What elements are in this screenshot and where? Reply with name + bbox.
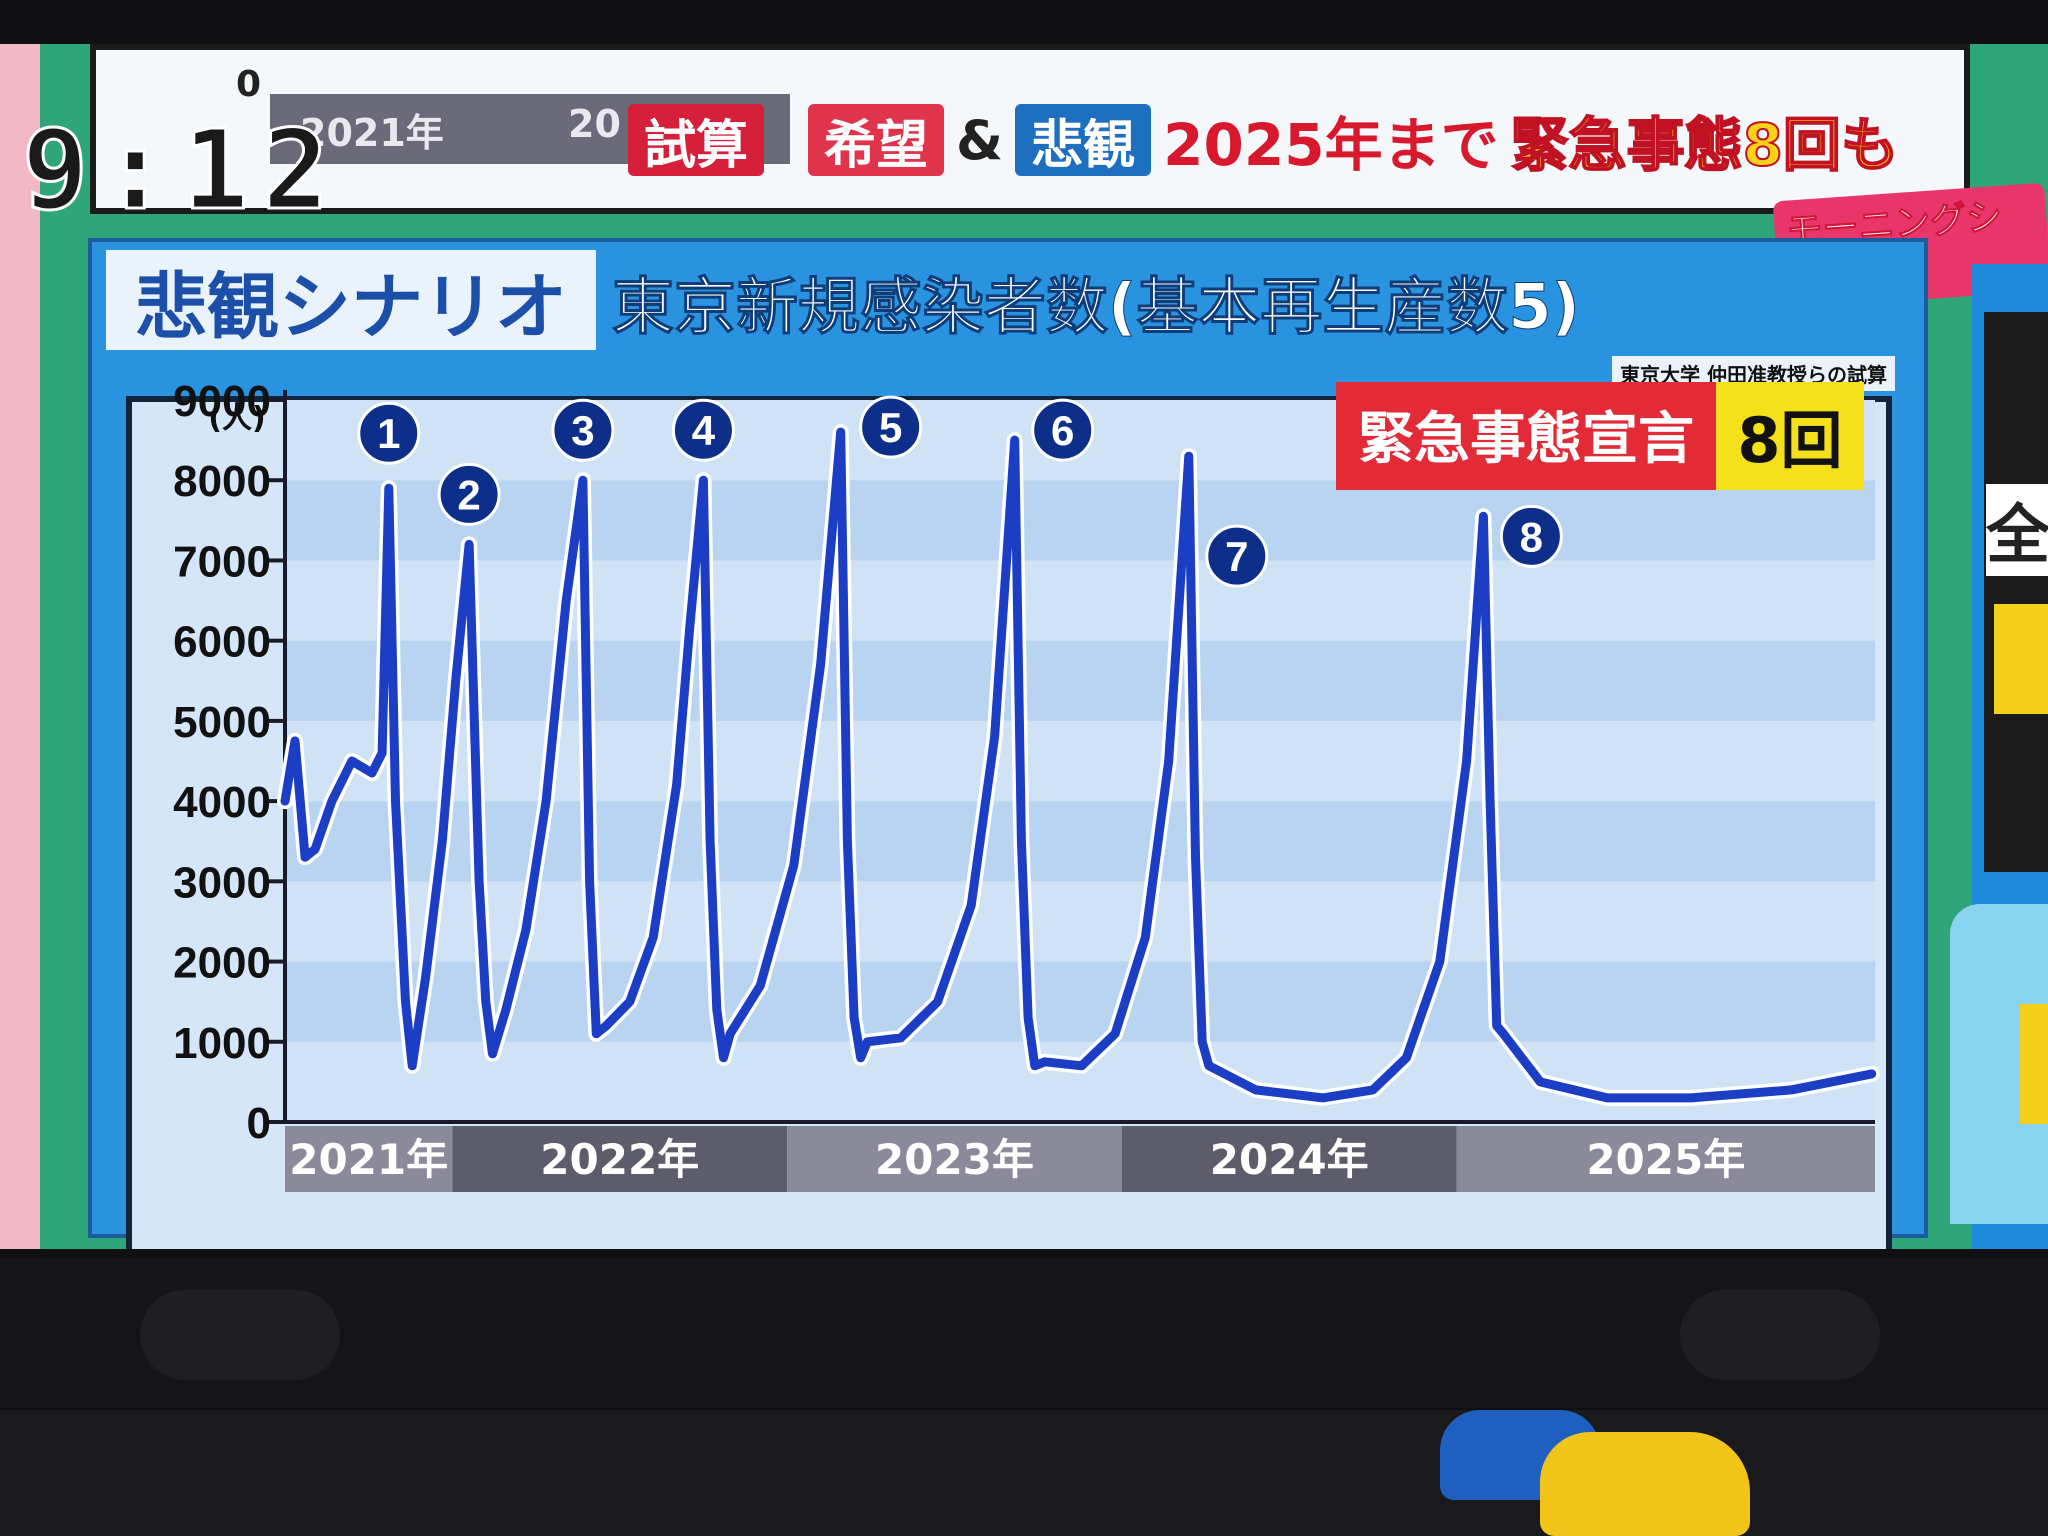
x-tick-label: 2025年 bbox=[1586, 1135, 1745, 1184]
speaker-right bbox=[1680, 1290, 1880, 1380]
x-axis-band bbox=[285, 1126, 453, 1192]
peak-marker-label: 8 bbox=[1520, 513, 1543, 560]
grid-band bbox=[285, 801, 1875, 882]
y-tick-label: 9000 bbox=[173, 377, 271, 426]
y-tick-label: 5000 bbox=[173, 698, 271, 747]
peak-marker-circle bbox=[1205, 524, 1269, 588]
peak-marker-label: 4 bbox=[692, 407, 716, 454]
previous-chart-year-partial: 20 bbox=[568, 102, 621, 146]
ampersand: & bbox=[956, 108, 1004, 172]
peak-marker-circle bbox=[551, 398, 615, 462]
chart-title: 東京新規感染者数(基本再生産数5) bbox=[612, 270, 1581, 344]
headline-yellow-text: 緊急事態8回も bbox=[1510, 110, 1900, 180]
x-tick-label: 2024年 bbox=[1210, 1135, 1369, 1184]
clock: 9:12 bbox=[21, 105, 343, 236]
x-tick-label: 2023年 bbox=[875, 1135, 1034, 1184]
chart-svg: 0 1000 2000 3000 4000 5000 6000 7000 8000 9000(人)… bbox=[173, 377, 1880, 1192]
peak-marker-circle bbox=[671, 398, 735, 462]
series-line bbox=[280, 427, 1877, 1103]
x-axis-band bbox=[1121, 1126, 1457, 1192]
emergency-count-text: 8回 bbox=[1737, 404, 1842, 477]
right-side-black-box bbox=[1984, 312, 2048, 872]
x-axis-band bbox=[787, 1126, 1122, 1192]
grid-band bbox=[285, 720, 1875, 802]
x-axis-band bbox=[1456, 1126, 1875, 1192]
right-side-yellow-box bbox=[1994, 604, 2048, 714]
grid-band bbox=[285, 640, 1875, 721]
tv-screen: 0 2021年 20 試算 希望 & 悲観 2025年まで 緊急事態8回も モー… bbox=[0, 44, 2048, 1249]
peak-marker-label: 1 bbox=[377, 410, 400, 457]
x-axis-band bbox=[452, 1126, 788, 1192]
y-tick-label: 1000 bbox=[173, 1019, 271, 1068]
estimate-tag: 試算 bbox=[628, 104, 765, 176]
peak-marker-label: 3 bbox=[571, 407, 594, 454]
peak-marker-circle bbox=[859, 395, 923, 459]
grid-band bbox=[285, 480, 1875, 561]
x-tick-label: 2022年 bbox=[540, 1135, 699, 1184]
grid-band bbox=[285, 1041, 1875, 1122]
headline-red-text: 2025年まで bbox=[1163, 111, 1499, 179]
emergency-callout-box bbox=[1336, 382, 1716, 490]
previous-chart-zero-label: 0 bbox=[236, 64, 262, 105]
toy-car-yellow bbox=[1540, 1432, 1750, 1536]
y-tick-label: 8000 bbox=[173, 457, 271, 506]
speaker-left bbox=[140, 1290, 340, 1380]
y-tick-label: 4000 bbox=[173, 778, 271, 827]
grid-band bbox=[285, 881, 1875, 962]
headline-ticker: 試算 希望 & 悲観 2025年まで 緊急事態8回も bbox=[628, 100, 1900, 180]
pessimism-tag: 悲観 bbox=[1015, 104, 1152, 176]
peak-marker-label: 5 bbox=[879, 404, 902, 451]
peak-marker-label: 6 bbox=[1051, 407, 1074, 454]
previous-chart-year-2021: 2021年 bbox=[300, 111, 444, 155]
right-side-yellow-strip bbox=[2020, 1004, 2048, 1124]
x-tick-label: 2021年 bbox=[289, 1135, 448, 1184]
y-tick-label: 0 bbox=[247, 1099, 271, 1148]
left-strip bbox=[0, 44, 40, 1249]
y-axis-unit-label: (人) bbox=[208, 401, 265, 436]
grid-band bbox=[285, 560, 1875, 641]
peak-marker-circle bbox=[1499, 504, 1563, 568]
peak-marker-label: 7 bbox=[1225, 533, 1248, 580]
y-tick-label: 7000 bbox=[173, 537, 271, 586]
y-tick-label: 6000 bbox=[173, 618, 271, 667]
right-side-glyph: 全 bbox=[1986, 484, 2048, 576]
emergency-callout-text: 緊急事態宣言 bbox=[1358, 407, 1694, 472]
peak-marker-circle bbox=[1031, 398, 1095, 462]
peak-marker-circle bbox=[357, 401, 421, 465]
peak-marker-circle bbox=[437, 462, 501, 526]
grid-band bbox=[285, 961, 1875, 1042]
hope-tag: 希望 bbox=[808, 104, 945, 176]
y-tick-label: 2000 bbox=[173, 939, 271, 988]
peak-marker-label: 2 bbox=[457, 471, 480, 518]
scenario-title: 悲観シナリオ bbox=[106, 250, 596, 350]
emergency-count-box bbox=[1716, 382, 1864, 490]
y-tick-label: 3000 bbox=[173, 858, 271, 907]
